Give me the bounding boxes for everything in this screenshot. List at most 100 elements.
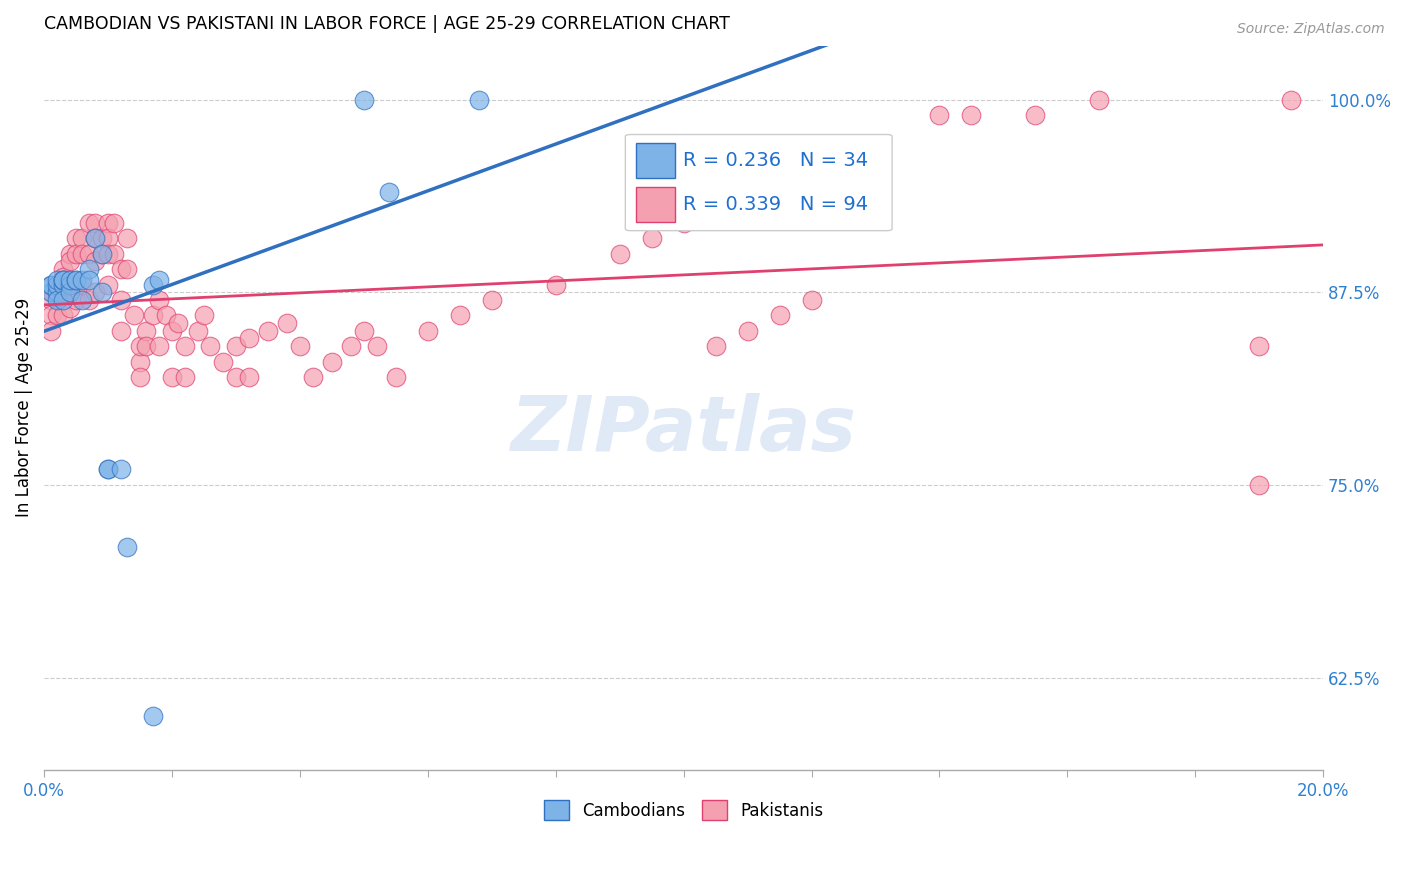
Point [45, 273, 67, 287]
Legend: Cambodians, Pakistanis: Cambodians, Pakistanis [537, 793, 830, 827]
Point [321, 354, 343, 368]
Point [187, 324, 209, 338]
Point [238, 331, 260, 345]
Point [800, 293, 823, 307]
Point [77, 246, 100, 260]
Point [77, 293, 100, 307]
Point [77, 216, 100, 230]
Point [129, 354, 152, 368]
Point [148, 273, 170, 287]
Point [59, 277, 82, 292]
Point [39, 293, 62, 307]
FancyBboxPatch shape [636, 187, 675, 222]
Point [52, 285, 75, 300]
Point [45, 277, 67, 292]
Point [110, 462, 132, 476]
Text: R = 0.236   N = 34: R = 0.236 N = 34 [683, 151, 868, 170]
Point [103, 246, 125, 260]
Point [90, 231, 112, 245]
Point [449, 309, 471, 323]
Point [378, 185, 401, 199]
Point [155, 309, 177, 323]
Point [225, 370, 247, 384]
Point [148, 339, 170, 353]
Point [45, 293, 67, 307]
Point [72, 293, 94, 307]
Point [212, 354, 235, 368]
Point [84, 254, 107, 268]
Point [39, 277, 62, 292]
Point [97, 231, 120, 245]
Point [52, 273, 75, 287]
Point [52, 277, 75, 292]
Point [129, 370, 152, 384]
FancyBboxPatch shape [626, 135, 891, 231]
Text: Source: ZipAtlas.com: Source: ZipAtlas.com [1237, 22, 1385, 37]
Point [340, 339, 363, 353]
Point [257, 324, 280, 338]
Point [84, 231, 107, 245]
Point [90, 246, 112, 260]
Point [52, 269, 75, 284]
Point [84, 216, 107, 230]
Point [1249, 478, 1271, 492]
Point [97, 216, 120, 230]
Point [39, 285, 62, 300]
Point [768, 309, 790, 323]
Point [288, 339, 311, 353]
Point [225, 339, 247, 353]
Point [65, 273, 87, 287]
Point [1088, 93, 1111, 107]
Point [142, 309, 165, 323]
Point [39, 309, 62, 323]
Text: CAMBODIAN VS PAKISTANI IN LABOR FORCE | AGE 25-29 CORRELATION CHART: CAMBODIAN VS PAKISTANI IN LABOR FORCE | … [44, 15, 730, 33]
Point [65, 246, 87, 260]
Point [142, 709, 165, 723]
Point [45, 309, 67, 323]
Point [1249, 339, 1271, 353]
Point [301, 370, 323, 384]
Point [59, 246, 82, 260]
Point [77, 262, 100, 277]
Point [117, 540, 139, 554]
Point [65, 277, 87, 292]
Point [52, 273, 75, 287]
Point [97, 462, 120, 476]
Point [276, 316, 298, 330]
Point [110, 262, 132, 277]
Point [160, 370, 183, 384]
Point [39, 324, 62, 338]
Point [72, 246, 94, 260]
Point [90, 246, 112, 260]
Point [45, 285, 67, 300]
Point [77, 273, 100, 287]
Point [173, 339, 195, 353]
Point [84, 231, 107, 245]
Point [416, 324, 439, 338]
Point [59, 285, 82, 300]
Point [45, 285, 67, 300]
Point [52, 309, 75, 323]
Point [122, 309, 145, 323]
Point [59, 277, 82, 292]
Point [72, 231, 94, 245]
Point [39, 277, 62, 292]
Point [52, 273, 75, 287]
Point [65, 231, 87, 245]
Point [238, 370, 260, 384]
Text: ZIPatlas: ZIPatlas [510, 392, 856, 467]
Point [135, 339, 157, 353]
Point [72, 277, 94, 292]
Point [129, 339, 152, 353]
Point [142, 277, 165, 292]
Point [135, 324, 157, 338]
Point [353, 324, 375, 338]
Text: R = 0.339   N = 94: R = 0.339 N = 94 [683, 195, 868, 214]
Point [167, 316, 190, 330]
Y-axis label: In Labor Force | Age 25-29: In Labor Force | Age 25-29 [15, 298, 32, 517]
Point [110, 324, 132, 338]
Point [704, 339, 727, 353]
Point [65, 293, 87, 307]
Point [609, 246, 631, 260]
Point [1024, 108, 1046, 122]
